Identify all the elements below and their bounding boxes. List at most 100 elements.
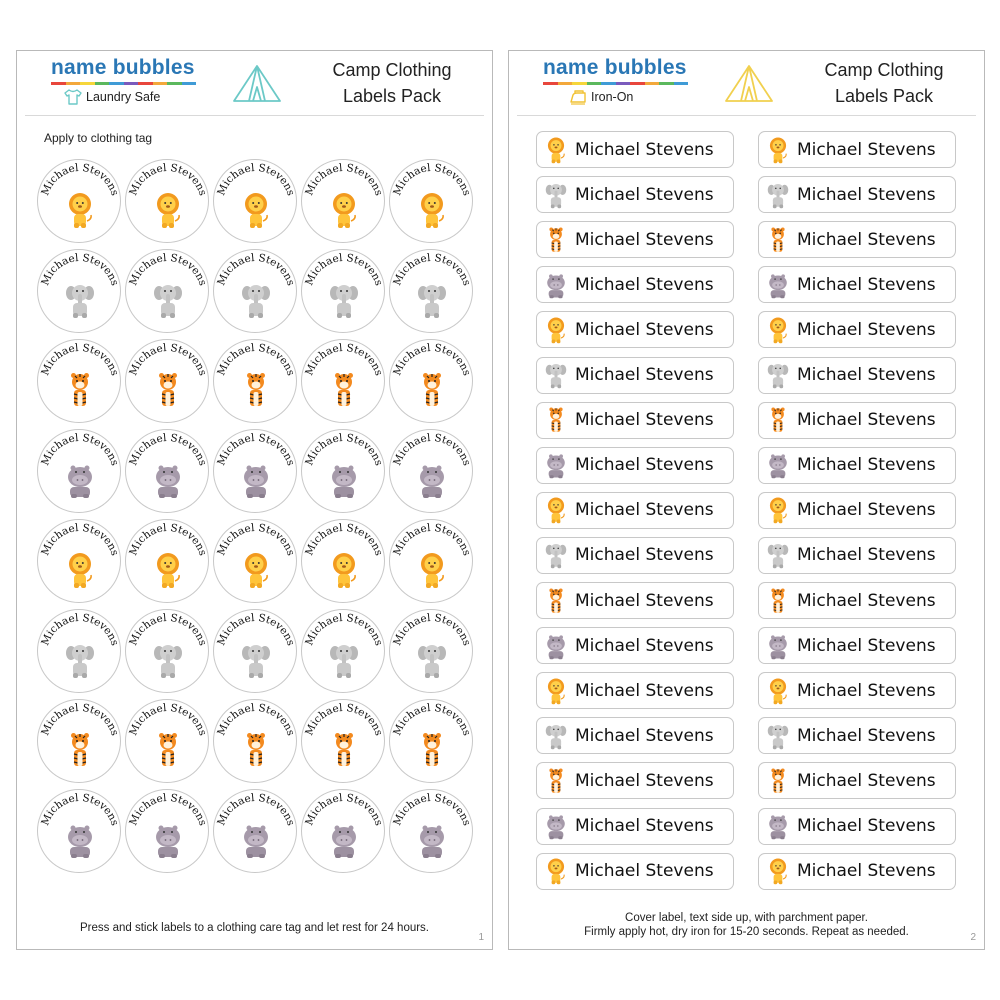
rect-label: Michael Stevens bbox=[536, 582, 734, 619]
pack-title: Camp Clothing Labels Pack bbox=[307, 57, 477, 109]
round-label: Michael Stevens bbox=[301, 699, 385, 783]
hippo-icon bbox=[244, 465, 268, 498]
subtitle-laundry-safe: Laundry Safe bbox=[64, 89, 160, 105]
label-name-text: Michael Stevens bbox=[797, 590, 936, 611]
subtitle-iron-on: Iron-On bbox=[569, 89, 633, 105]
lion-icon bbox=[547, 317, 565, 344]
sheet-header: name bubbles Laundry Safe Camp Clothing … bbox=[17, 51, 492, 115]
sheet-header: name bubbles Iron-On Camp Clothing Label… bbox=[509, 51, 984, 115]
label-name-arc: Michael Stevens bbox=[391, 162, 473, 197]
label-name-text: Michael Stevens bbox=[575, 184, 714, 205]
tiger-icon bbox=[423, 733, 441, 766]
label-name-arc: Michael Stevens bbox=[303, 342, 385, 377]
label-name-text: Michael Stevens bbox=[575, 139, 714, 160]
rect-label: Michael Stevens bbox=[758, 852, 956, 890]
tiger-icon bbox=[159, 733, 177, 766]
brand-color-dots bbox=[51, 82, 196, 85]
label-name-text: Michael Stevens bbox=[575, 274, 714, 295]
rect-label: Michael Stevens bbox=[536, 131, 734, 168]
elephant-icon bbox=[767, 724, 789, 749]
round-label: Michael Stevens bbox=[125, 339, 209, 423]
label-name-text: Michael Stevens bbox=[797, 861, 936, 882]
tiger-icon bbox=[71, 733, 89, 766]
apply-instruction: Apply to clothing tag bbox=[44, 131, 153, 145]
tiger-icon bbox=[549, 768, 563, 793]
label-name-text: Michael Stevens bbox=[797, 229, 936, 250]
lion-icon bbox=[69, 193, 92, 228]
hippo-icon bbox=[68, 465, 92, 498]
round-label: Michael Stevens bbox=[37, 609, 121, 693]
rect-label: Michael Stevens bbox=[758, 176, 956, 214]
elephant-icon bbox=[242, 285, 270, 318]
rect-label: Michael Stevens bbox=[536, 852, 734, 890]
hippo-icon bbox=[769, 815, 787, 840]
label-name-arc: Michael Stevens bbox=[215, 162, 297, 197]
lion-icon bbox=[333, 553, 356, 588]
tiger-icon bbox=[423, 373, 441, 406]
label-name-arc: Michael Stevens bbox=[127, 162, 209, 197]
round-label: Michael Stevens bbox=[301, 609, 385, 693]
label-name-text: Michael Stevens bbox=[575, 319, 714, 340]
label-name-text: Michael Stevens bbox=[797, 455, 936, 476]
rect-label: Michael Stevens bbox=[758, 311, 956, 349]
label-name-text: Michael Stevens bbox=[575, 861, 714, 882]
elephant-icon bbox=[66, 285, 94, 318]
label-name-text: Michael Stevens bbox=[797, 725, 936, 746]
footer-line2: Firmly apply hot, dry iron for 15-20 sec… bbox=[584, 926, 909, 938]
round-label: Michael Stevens bbox=[37, 699, 121, 783]
pack-title-line1: Camp Clothing bbox=[824, 60, 944, 80]
round-label: Michael Stevens bbox=[125, 429, 209, 513]
round-label: Michael Stevens bbox=[213, 339, 297, 423]
hippo-icon bbox=[420, 465, 444, 498]
lion-icon bbox=[547, 137, 565, 163]
pack-title-line2: Labels Pack bbox=[342, 86, 442, 106]
label-name-text: Michael Stevens bbox=[797, 184, 936, 205]
round-label: Michael Stevens bbox=[125, 249, 209, 333]
footer-line1: Cover label, text side up, with parchmen… bbox=[625, 912, 868, 924]
lion-icon bbox=[547, 497, 565, 524]
elephant-icon bbox=[767, 364, 789, 389]
rect-label: Michael Stevens bbox=[536, 311, 734, 349]
label-name-text: Michael Stevens bbox=[575, 590, 714, 611]
brand-color-dots bbox=[543, 82, 688, 85]
round-label: Michael Stevens bbox=[125, 699, 209, 783]
elephant-icon bbox=[330, 285, 358, 318]
label-sheet-iron-on: name bubbles Iron-On Camp Clothing Label… bbox=[508, 50, 985, 950]
round-label: Michael Stevens bbox=[37, 519, 121, 603]
label-name-arc: Michael Stevens bbox=[127, 612, 209, 647]
label-name-arc: Michael Stevens bbox=[391, 792, 473, 827]
lion-icon bbox=[245, 193, 268, 228]
label-name-text: Michael Stevens bbox=[575, 816, 714, 836]
label-name-text: Michael Stevens bbox=[575, 635, 714, 656]
footer-instruction: Press and stick labels to a clothing car… bbox=[79, 922, 430, 934]
tiger-icon bbox=[549, 227, 563, 252]
label-name-arc: Michael Stevens bbox=[39, 522, 121, 557]
pack-title: Camp Clothing Labels Pack bbox=[799, 57, 969, 109]
tent-icon bbox=[233, 65, 281, 102]
rect-label: Michael Stevens bbox=[758, 582, 956, 619]
tiger-icon bbox=[159, 373, 177, 406]
rect-label: Michael Stevens bbox=[536, 221, 734, 259]
elephant-icon bbox=[767, 544, 789, 569]
hippo-icon bbox=[769, 454, 787, 479]
hippo-icon bbox=[547, 454, 565, 479]
lion-icon bbox=[769, 137, 787, 163]
lion-icon bbox=[547, 858, 565, 885]
rect-label: Michael Stevens bbox=[758, 672, 956, 710]
label-name-arc: Michael Stevens bbox=[215, 522, 297, 557]
round-label: Michael Stevens bbox=[213, 429, 297, 513]
label-name-arc: Michael Stevens bbox=[391, 342, 473, 377]
label-name-arc: Michael Stevens bbox=[39, 252, 121, 287]
lion-icon bbox=[769, 317, 787, 344]
round-label: Michael Stevens bbox=[37, 249, 121, 333]
tiger-icon bbox=[247, 373, 265, 406]
label-name-arc: Michael Stevens bbox=[391, 432, 473, 467]
round-label: Michael Stevens bbox=[213, 159, 297, 243]
lion-icon bbox=[333, 193, 356, 228]
rect-label: Michael Stevens bbox=[758, 536, 956, 574]
tiger-icon bbox=[549, 407, 563, 432]
label-name-text: Michael Stevens bbox=[797, 274, 936, 295]
rect-label: Michael Stevens bbox=[536, 446, 734, 484]
label-name-arc: Michael Stevens bbox=[215, 432, 297, 467]
label-name-text: Michael Stevens bbox=[797, 680, 936, 701]
